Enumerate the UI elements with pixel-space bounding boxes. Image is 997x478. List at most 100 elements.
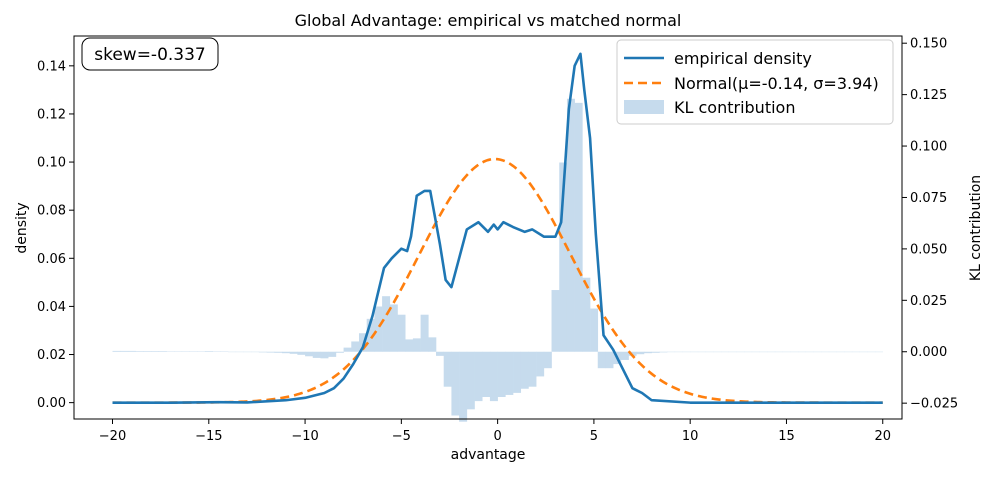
kl-bar [343, 347, 352, 352]
kl-bar [274, 351, 283, 353]
y2-tick-label: −0.025 [910, 397, 958, 412]
plot-frame [73, 35, 903, 420]
kl-bar [536, 351, 545, 377]
kl-bar [428, 337, 437, 352]
kl-bar [489, 351, 498, 402]
x-axis-label: advantage [451, 447, 526, 463]
y-tick-label: 0.06 [37, 252, 66, 267]
kl-bar [397, 314, 406, 352]
kl-bar [112, 350, 121, 352]
kl-bar [297, 351, 306, 355]
kl-bar [582, 277, 591, 352]
kl-bar [158, 351, 167, 352]
kl-bar [204, 351, 213, 352]
kl-bar [335, 351, 344, 353]
legend-label-empirical: empirical density [674, 49, 812, 68]
kl-bar [605, 351, 614, 369]
kl-bar [520, 351, 529, 389]
x-tick-label: −5 [392, 429, 411, 444]
legend-label-normal: Normal(μ=-0.14, σ=3.94) [674, 74, 879, 93]
kl-bar [559, 162, 568, 352]
y-tick-label: 0.14 [37, 59, 66, 74]
kl-bar [566, 98, 575, 352]
kl-bar [389, 304, 398, 352]
kl-bar [351, 341, 360, 352]
kl-bar [551, 290, 560, 352]
kl-bar [505, 351, 514, 395]
legend-swatch-kl [624, 100, 664, 114]
y-tick-label: 0.08 [37, 204, 66, 219]
kl-bar [405, 339, 414, 352]
y-tick-label: 0.02 [37, 348, 66, 363]
x-tick-label: −10 [291, 429, 318, 444]
y2-tick-label: 0.150 [910, 37, 947, 52]
kl-bar [482, 351, 491, 397]
y-tick-label: 0.12 [37, 107, 66, 122]
y2-tick-label: 0.075 [910, 191, 947, 206]
series-layer [112, 52, 883, 404]
kl-bar [120, 350, 129, 352]
kl-bar [451, 351, 460, 416]
kl-bar [497, 351, 506, 397]
kl-bar [659, 351, 668, 353]
chart-title: Global Advantage: empirical vs matched n… [295, 11, 682, 30]
empirical-density-line [112, 52, 883, 404]
kl-bar [436, 351, 445, 356]
kl-bar [135, 351, 144, 352]
x-tick-label: 0 [493, 429, 501, 444]
kl-bar [513, 351, 522, 393]
kl-bar [590, 308, 599, 352]
y2-tick-label: 0.050 [910, 242, 947, 257]
kl-bar [281, 351, 290, 354]
kl-bar [127, 350, 136, 352]
kl-bar [382, 296, 391, 352]
kl-bar [266, 351, 275, 353]
kl-bar [651, 351, 660, 353]
y2-axis-label: KL contribution [968, 175, 984, 281]
kl-bar [459, 351, 468, 422]
legend-box [616, 39, 894, 125]
x-tick-label: 20 [874, 429, 891, 444]
kl-bar [151, 351, 160, 352]
kl-bar [466, 351, 475, 410]
kl-bar [374, 306, 383, 352]
skew-annotation: skew=-0.337 [81, 37, 219, 71]
kl-bar [320, 351, 329, 359]
kl-bar [597, 351, 606, 369]
kl-bar [420, 314, 429, 352]
skew-annotation-text: skew=-0.337 [94, 45, 206, 65]
y-tick-label: 0.04 [37, 300, 66, 315]
x-tick-label: −15 [195, 429, 222, 444]
kl-bar [366, 318, 375, 352]
y-axis-label: density [14, 202, 30, 253]
x-tick-label: −20 [99, 429, 126, 444]
kl-bar [643, 351, 652, 354]
kl-bar [528, 351, 537, 387]
y2-tick-label: 0.000 [910, 345, 947, 360]
kl-bar [312, 351, 321, 358]
kl-bar [636, 351, 645, 355]
legend: empirical density Normal(μ=-0.14, σ=3.94… [616, 39, 894, 125]
y2-tick-label: 0.100 [910, 140, 947, 155]
legend-label-kl: KL contribution [674, 98, 795, 117]
kl-bar [143, 351, 152, 352]
y-axis: 0.00 0.02 0.04 0.06 0.08 0.10 0.12 0.14 [37, 59, 74, 411]
kl-bar [328, 351, 337, 357]
kl-bar [289, 351, 298, 354]
kl-bar [620, 351, 629, 360]
kl-bar [412, 338, 421, 352]
kl-bar [305, 351, 314, 357]
kl-bar [443, 351, 452, 387]
kl-bar [543, 351, 552, 369]
kl-bar [258, 351, 267, 353]
y2-tick-label: 0.125 [910, 88, 947, 103]
x-tick-label: 5 [590, 429, 598, 444]
x-axis: −20 −15 −10 −5 0 5 10 15 20 [99, 419, 891, 444]
y2-tick-label: 0.025 [910, 294, 947, 309]
y-tick-label: 0.00 [37, 396, 66, 411]
y2-axis: −0.025 0.000 0.025 0.050 0.075 0.100 0.125 0.15… [902, 37, 958, 412]
x-tick-label: 15 [778, 429, 795, 444]
x-tick-label: 10 [682, 429, 699, 444]
kl-bar [474, 351, 483, 402]
